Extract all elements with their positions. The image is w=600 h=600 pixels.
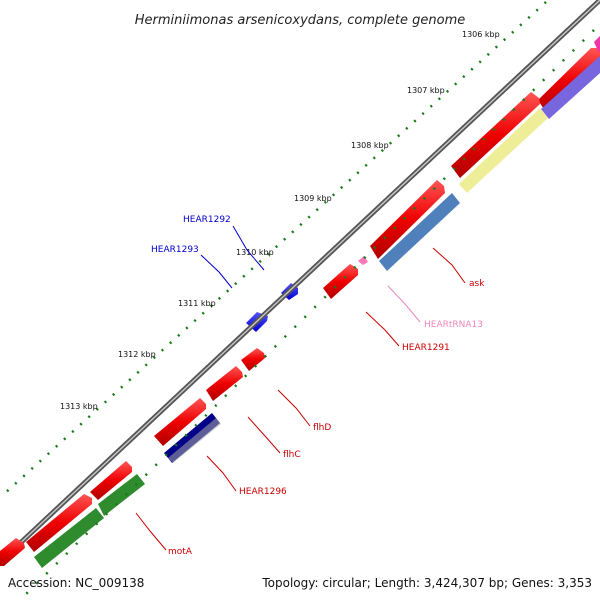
leader-hear1293 [200,254,233,289]
cog-purple-bar [541,56,600,119]
gene-cds-1307[interactable] [451,92,540,178]
trna-track [358,256,368,265]
tick-label-1311: 1311 kbp [178,299,216,308]
genome-backbone [0,0,600,564]
gene-hear1296-cds[interactable] [154,398,206,446]
gene-labels: HEAR1292 HEAR1293 ask HEARtRNA13 HEAR129… [151,215,485,557]
gene-cds-far-top[interactable] [594,36,600,52]
gene-cds-top[interactable] [538,48,600,114]
gene-label-hear1296[interactable]: HEAR1296 [239,487,287,497]
gene-flhc-cds[interactable] [206,366,243,401]
tick-label-1306: 1306 kbp [462,30,500,39]
leader-mota [135,512,167,551]
gene-label-flhc[interactable]: flhC [283,450,301,460]
genome-summary-text: Topology: circular; Length: 3,424,307 bp… [261,576,592,590]
tick-label-1312: 1312 kbp [118,350,156,359]
gene-label-hear1291[interactable]: HEAR1291 [402,343,450,353]
gene-label-ask[interactable]: ask [469,279,485,289]
gene-ask-cds[interactable] [370,180,445,259]
leader-lines [135,225,466,551]
accession-text: Accession: NC_009138 [8,576,144,590]
leader-flhd [277,389,311,427]
gene-label-hear1292[interactable]: HEAR1292 [183,215,231,225]
tick-label-1313: 1313 kbp [60,402,98,411]
tick-dots-outer [3,1,547,495]
leader-hear-trna13 [387,285,421,323]
gene-label-hear-trna13[interactable]: HEARtRNA13 [424,320,483,330]
gene-mota-cds[interactable] [26,494,92,552]
tick-label-1310: 1310 kbp [236,248,274,257]
gene-label-hear1293[interactable]: HEAR1293 [151,245,199,255]
tick-label-1309: 1309 kbp [294,194,332,203]
reverse-cds-track [0,36,600,566]
leader-hear1291 [365,311,400,347]
gene-label-mota[interactable]: motA [168,547,193,557]
gene-hear1291-cds[interactable] [323,264,358,299]
tick-label-1308: 1308 kbp [351,141,389,150]
cog-track [34,56,600,568]
cog-khaki-bar [459,108,548,193]
leader-hear1292 [232,225,265,271]
map-title: Herminiimonas arsenicoxydans, complete g… [135,13,465,28]
gene-cds-edge[interactable] [0,538,25,566]
cog-gray-bar [168,418,221,463]
leader-ask [432,247,466,284]
leader-hear1296 [206,455,237,492]
leader-flhc [247,416,281,454]
gene-flhd-cds[interactable] [241,348,265,371]
cog-green-bar-2 [34,508,104,568]
trna-hear-trna13[interactable] [358,256,368,265]
tick-dots-inner [19,29,595,600]
gene-cds-mid1[interactable] [90,461,132,500]
cog-green-bar-1 [98,474,145,516]
tick-labels: 1306 kbp 1307 kbp 1308 kbp 1309 kbp 1310… [60,30,500,411]
gene-label-flhd[interactable]: flhD [313,423,331,433]
cog-steelblue-bar [379,193,460,271]
tick-label-1307: 1307 kbp [407,86,445,95]
